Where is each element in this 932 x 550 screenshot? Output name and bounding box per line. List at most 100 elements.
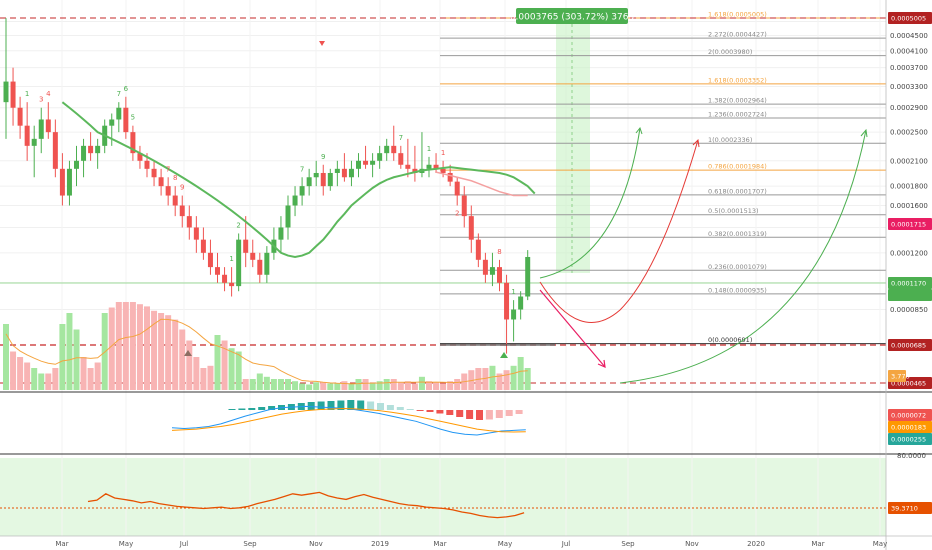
volume-bar xyxy=(249,379,256,390)
fib-level-label: 0.148(0.0000935) xyxy=(708,286,767,294)
fibonacci-levels: 1.618(0.0005005) 2.272(0.0004427) 2(0.0003… xyxy=(440,11,886,345)
moving-averages xyxy=(61,101,536,258)
candle-body xyxy=(327,172,333,187)
volume-bar xyxy=(172,319,179,390)
candle-body xyxy=(440,168,446,173)
candle-body xyxy=(398,153,404,165)
price-badge-label: 0.0001715 xyxy=(891,221,926,229)
month-tick-label: Jul xyxy=(561,540,571,548)
volume-bar xyxy=(503,370,510,390)
candle-body xyxy=(10,81,16,108)
sequence-count: 1 xyxy=(229,255,233,263)
sequence-count: 1 xyxy=(427,145,431,153)
price-badge xyxy=(888,433,932,445)
month-tick-label: Sep xyxy=(621,540,635,548)
month-tick-label: May xyxy=(873,540,887,548)
candle-body xyxy=(52,132,58,169)
price-badge xyxy=(888,12,932,24)
volume-ma xyxy=(5,318,528,385)
volume-bar xyxy=(144,306,150,390)
macd-histogram-bar xyxy=(416,410,424,411)
time-axis[interactable]: Mar May Jul Sep Nov 2019 Mar May Jul Sep Nov 2020 Ma… xyxy=(55,540,887,548)
candle-body xyxy=(482,259,488,275)
volume-bar xyxy=(87,368,94,390)
candle-body xyxy=(81,145,87,161)
candle-body xyxy=(95,145,101,154)
macd-histogram-bar xyxy=(248,408,256,410)
candle-body xyxy=(257,259,263,275)
volume-bar xyxy=(136,304,143,390)
up-triangle-icon xyxy=(500,352,508,358)
target-zone xyxy=(556,18,590,273)
candle-body xyxy=(377,153,383,161)
macd-histogram-bar xyxy=(446,410,454,415)
month-tick-label: Mar xyxy=(811,540,824,548)
macd-histogram-bar xyxy=(327,401,335,410)
ma-red-line xyxy=(435,171,528,197)
candle-body xyxy=(109,119,115,126)
volume-ma-line xyxy=(5,318,528,385)
candle-body xyxy=(306,177,312,187)
candle-body xyxy=(116,107,122,120)
measure-callout: 0.0003765 (303.72%) 3765 xyxy=(510,8,634,24)
price-badge xyxy=(888,502,932,514)
sequence-count: 7 xyxy=(300,165,304,173)
month-tick-label: May xyxy=(119,540,133,548)
candle-body xyxy=(461,195,467,217)
candle-body xyxy=(88,145,94,154)
candle-body xyxy=(137,153,143,161)
candle-body xyxy=(45,119,51,133)
fib-level-label: 0.236(0.0001079) xyxy=(708,263,767,271)
macd-histogram-bar xyxy=(347,400,355,410)
macd-histogram-bar xyxy=(307,402,315,410)
sequence-count: 2 xyxy=(236,221,240,229)
volume-bar xyxy=(186,340,193,390)
volume-bar xyxy=(122,302,129,390)
candle-body xyxy=(285,205,291,228)
candle-body xyxy=(24,125,30,146)
price-badge xyxy=(888,218,932,230)
volume-bar xyxy=(369,383,376,390)
candle-body xyxy=(497,267,502,283)
macd-histogram-bar xyxy=(505,410,513,416)
volume-bar xyxy=(207,365,214,390)
volume-bar xyxy=(376,381,383,390)
volume-bar xyxy=(433,382,440,390)
candles xyxy=(3,18,531,354)
sequence-count: 9 xyxy=(321,153,325,161)
fib-level-label: 1.618(0.0005005) xyxy=(708,11,767,19)
candle-body xyxy=(264,252,270,275)
volume-bar xyxy=(397,382,404,390)
volume-bar xyxy=(242,379,249,390)
volume-bar xyxy=(80,357,87,390)
candle-body xyxy=(489,267,495,275)
month-tick-label: Mar xyxy=(55,540,68,548)
fib-level-label: 1.236(0.0002724) xyxy=(708,111,767,119)
month-tick-label: Nov xyxy=(309,540,323,548)
ma-green-line xyxy=(61,101,536,258)
volume-bar xyxy=(327,383,334,390)
sequence-count: 7 xyxy=(166,165,170,173)
macd-histogram-bar xyxy=(406,409,414,410)
price-badge-label: 0.0000255 xyxy=(891,436,926,444)
price-tick-label: 0.0004100 xyxy=(890,47,928,55)
price-tick-label: 0.0001600 xyxy=(890,202,928,210)
volume-bar xyxy=(228,348,235,390)
fib-level-label: 1(0.0002336) xyxy=(708,136,752,144)
price-badge-label: 0.0000072 xyxy=(891,412,926,420)
volume-bar xyxy=(418,376,425,390)
price-axis[interactable]: 0.00049000.00045000.00041000.00037000.00… xyxy=(890,18,928,513)
volume-bar xyxy=(235,351,242,390)
macd-histogram-bar xyxy=(377,403,384,410)
sequence-count: 8 xyxy=(497,248,501,256)
fib-level-label: 1.382(0.0002964) xyxy=(708,97,767,105)
volume-bar xyxy=(362,379,369,390)
volume-bar xyxy=(440,383,447,390)
price-tick-label: 0.0002900 xyxy=(890,104,928,112)
volume-bar xyxy=(510,365,517,390)
sequence-count: 9 xyxy=(180,184,184,192)
macd-histogram-bar xyxy=(357,400,365,410)
volume-bar xyxy=(313,382,320,390)
